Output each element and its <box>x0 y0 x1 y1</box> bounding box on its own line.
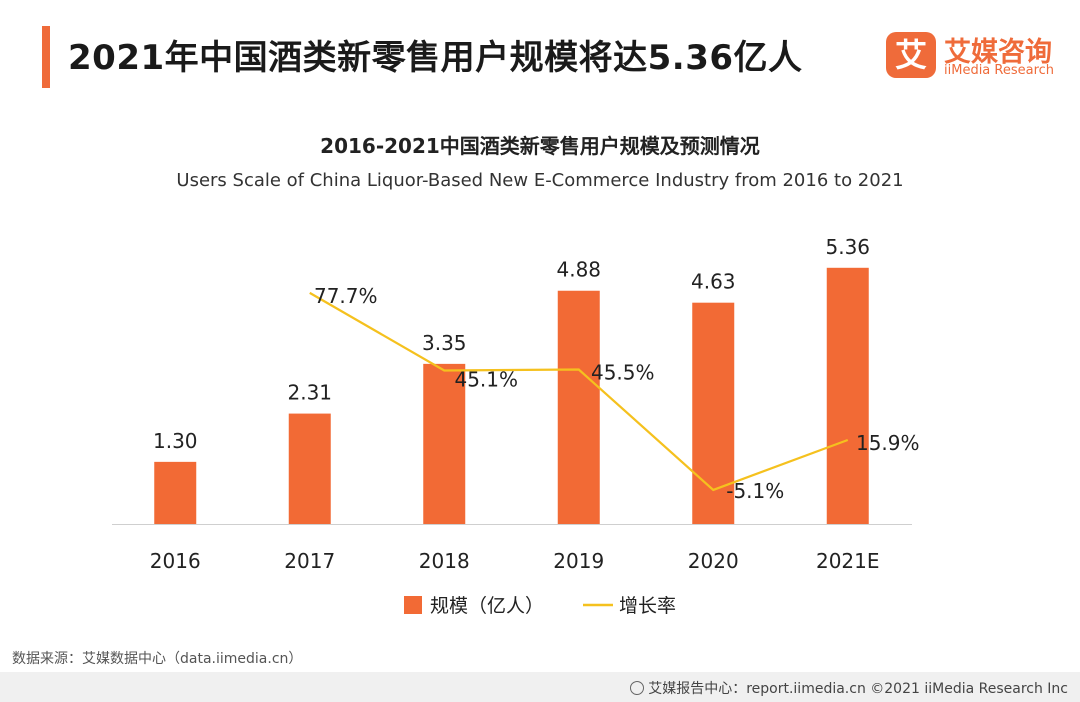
chart-subtitle: Users Scale of China Liquor-Based New E-… <box>176 170 904 191</box>
report-center-icon <box>630 681 645 695</box>
x-tick-label-2020: 2020 <box>688 549 739 573</box>
legend-bar-swatch <box>404 596 422 614</box>
bar-value-label-2016: 1.30 <box>153 429 198 453</box>
bar-value-label-2017: 2.31 <box>287 381 332 405</box>
growth-value-label-2021E: 15.9% <box>856 431 920 455</box>
legend-bar-label: 规模（亿人） <box>430 595 544 617</box>
combo-chart: 1.30 2.31 3.35 4.88 4.63 5.36 2016 2017 2018 2019… <box>112 235 920 617</box>
bar-2018 <box>423 363 466 524</box>
bar-value-label-2018: 3.35 <box>422 331 467 355</box>
growth-value-label-2020: -5.1% <box>726 479 784 503</box>
bar-value-label-2021E: 5.36 <box>825 235 870 259</box>
chart-title: 2016-2021中国酒类新零售用户规模及预测情况 <box>320 134 760 158</box>
growth-value-label-2019: 45.5% <box>591 361 655 385</box>
bar-2021E <box>826 267 869 524</box>
footer-credit-text: 艾媒报告中心：report.iimedia.cn ©2021 iiMedia R… <box>648 681 1068 697</box>
growth-value-label-2018: 45.1% <box>454 367 518 391</box>
growth-value-label-2017: 77.7% <box>314 284 378 308</box>
bar-2020 <box>692 302 735 524</box>
logo-english-name: iiMedia Research <box>944 63 1055 78</box>
x-tick-label-2021E: 2021E <box>816 549 880 573</box>
bar-value-label-2019: 4.88 <box>556 258 601 282</box>
x-tick-label-2016: 2016 <box>150 549 201 573</box>
title-accent-bar <box>42 26 50 88</box>
bar-2019 <box>557 290 600 524</box>
legend-line-label: 增长率 <box>619 595 676 617</box>
data-source-note: 数据来源：艾媒数据中心（data.iimedia.cn） <box>12 651 303 667</box>
logo-chinese-name: 艾媒咨询 <box>944 37 1052 68</box>
growth-rate-line <box>309 291 849 492</box>
x-tick-label-2019: 2019 <box>553 549 604 573</box>
logo-mark-icon: 艾 <box>886 32 936 78</box>
x-tick-label-2018: 2018 <box>419 549 470 573</box>
bar-value-label-2020: 4.63 <box>691 270 736 294</box>
brand-logo: 艾 艾媒咨询 iiMedia Research <box>886 30 1066 82</box>
footer-bar <box>0 672 1080 702</box>
page-title: 2021年中国酒类新零售用户规模将达5.36亿人 <box>68 38 803 78</box>
x-tick-label-2017: 2017 <box>284 549 335 573</box>
bar-2017 <box>288 413 331 524</box>
bar-2016 <box>154 461 197 524</box>
footer-credit: 艾媒报告中心：report.iimedia.cn ©2021 iiMedia R… <box>630 678 1068 698</box>
